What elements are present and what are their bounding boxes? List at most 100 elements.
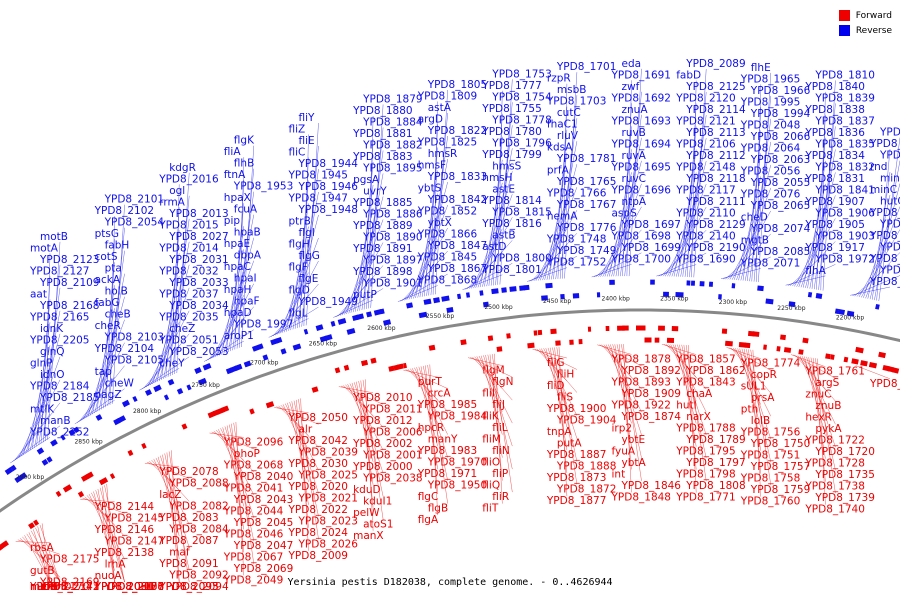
- forward-gene-label: YPD8_2038: [362, 472, 422, 484]
- forward-gene-label: fliI: [482, 388, 495, 400]
- label-connector: [150, 310, 190, 386]
- forward-gene-label: YPD8_1738: [804, 481, 864, 493]
- label-connector: [801, 356, 836, 425]
- reverse-gene-label: ruvC: [622, 173, 647, 185]
- reverse-gene-label: YPD8_2127: [29, 265, 89, 277]
- forward-gene-label: kduI1: [363, 495, 392, 507]
- reverse-gene-label: YPD8_1868: [417, 275, 477, 287]
- forward-gene-label: YPD8_1846: [621, 480, 682, 492]
- reverse-gene-label: mtlK: [30, 403, 55, 415]
- backbone-arc: [0, 308, 900, 513]
- reverse-gene-label: YPD8_1905: [804, 219, 864, 231]
- forward-gene-label: YPD8_2069: [233, 563, 293, 575]
- forward-gene-label: sUL1: [741, 381, 767, 393]
- reverse-gene-label: cheB: [105, 309, 131, 321]
- reverse-gene-label: YPD8_2106: [675, 139, 736, 151]
- reverse-gene-label: YPD8_2165: [29, 311, 89, 323]
- label-connector: [474, 356, 513, 401]
- label-connector: [235, 421, 245, 576]
- reverse-gene-block: [132, 396, 138, 402]
- reverse-gene-label: YPD8_1832: [814, 161, 874, 173]
- reverse-gene-label: YPD8_1841: [814, 184, 874, 196]
- reverse-gene-block: [837, 308, 846, 316]
- reverse-gene-label: znuA: [622, 104, 649, 116]
- reverse-gene-label: YPD8_2125: [685, 81, 745, 93]
- label-connector: [564, 72, 578, 279]
- forward-gene-block: [843, 356, 849, 363]
- reverse-gene-label: YPD8_1898: [352, 266, 412, 278]
- forward-gene-label: YPD8_1795: [675, 446, 735, 458]
- forward-gene-block: [98, 477, 109, 486]
- forward-gene-label: flgM: [482, 365, 504, 377]
- label-connector: [553, 129, 568, 280]
- reverse-gene-label: YPD8_2121: [675, 116, 735, 128]
- forward-gene-label: narX: [686, 411, 711, 423]
- label-connector: [876, 148, 891, 301]
- forward-gene-block: [249, 408, 255, 415]
- reverse-gene-label: glnQ: [40, 346, 65, 358]
- label-connector: [674, 344, 697, 424]
- label-connector: [557, 106, 568, 279]
- reverse-gene-label: flhB: [234, 158, 254, 170]
- forward-gene-label: YPD8_2006: [362, 426, 423, 438]
- label-connector: [97, 488, 115, 583]
- label-connector: [40, 276, 51, 444]
- reverse-gene-label: YPD8_1691: [611, 69, 671, 81]
- reverse-gene-block: [117, 415, 127, 424]
- forward-gene-label: YPD8_2145: [104, 512, 164, 524]
- forward-gene-label: YPD8_1985: [417, 399, 477, 411]
- forward-gene-label: YPD8_2040: [233, 471, 293, 483]
- forward-gene-label: YPD8_2045: [233, 517, 293, 529]
- label-connector: [751, 107, 762, 282]
- label-connector: [807, 160, 826, 289]
- label-connector: [678, 149, 697, 277]
- reverse-gene-label: YPD8_1780: [481, 126, 541, 138]
- reverse-gene-block: [163, 394, 170, 401]
- forward-gene-block: [77, 491, 85, 498]
- reverse-gene-label: YPD8_1695: [611, 161, 671, 173]
- forward-gene-label: YPD8_2020: [288, 481, 348, 493]
- reverse-gene-block: [324, 334, 333, 341]
- reverse-gene-label: astD: [482, 241, 506, 253]
- kbp-tick-label: 2900 kbp: [16, 474, 44, 481]
- label-connector: [820, 91, 826, 291]
- reverse-gene-block: [4, 467, 14, 476]
- strand-legend: Forward Reverse: [838, 8, 892, 38]
- reverse-gene-label: YPD8_1994: [750, 108, 811, 120]
- forward-gene-label: nuoH: [30, 581, 58, 593]
- reverse-gene-label: YPD8_1776: [556, 222, 617, 234]
- forward-gene-label: YPD8_1971: [417, 468, 477, 480]
- forward-gene-block: [855, 346, 864, 354]
- forward-gene-label: YPD8_1735: [814, 469, 874, 481]
- forward-gene-label: YPD8_2084: [168, 523, 229, 535]
- forward-gene-label: YPD8_1874: [621, 411, 682, 423]
- reverse-gene-block: [280, 348, 287, 355]
- forward-gene-block: [578, 339, 583, 345]
- reverse-gene-block: [234, 363, 243, 371]
- reverse-gene-label: YPD8_2205: [29, 334, 89, 346]
- label-connector: [758, 72, 772, 283]
- forward-gene-label: YPD8_2172: [39, 581, 99, 593]
- label-connector: [82, 497, 125, 514]
- forward-gene-label: YPD8_1757: [750, 461, 810, 473]
- forward-gene-block: [851, 358, 859, 365]
- reverse-gene-label: YPD8_1822: [427, 125, 487, 137]
- label-connector: [20, 379, 61, 457]
- forward-gene-label: YPD8_1888: [556, 461, 616, 473]
- reverse-gene-label: aspS: [612, 207, 638, 219]
- kbp-tick-label: 2200 kbp: [836, 315, 864, 322]
- forward-gene-label: nuoG: [30, 581, 58, 593]
- forward-gene-block: [220, 405, 230, 413]
- reverse-gene-block: [807, 291, 813, 298]
- reverse-gene-block: [686, 280, 691, 286]
- forward-gene-block: [587, 326, 592, 332]
- forward-gene-block: [265, 401, 275, 409]
- label-connector: [742, 153, 762, 281]
- label-connector: [39, 524, 61, 583]
- label-connector: [432, 101, 438, 295]
- reverse-gene-label: hpaH: [224, 284, 252, 296]
- forward-gene-label: YPD8_1887: [546, 449, 606, 461]
- label-connector: [737, 348, 772, 417]
- label-connector: [355, 184, 374, 312]
- reverse-gene-label: cheZ: [169, 323, 195, 335]
